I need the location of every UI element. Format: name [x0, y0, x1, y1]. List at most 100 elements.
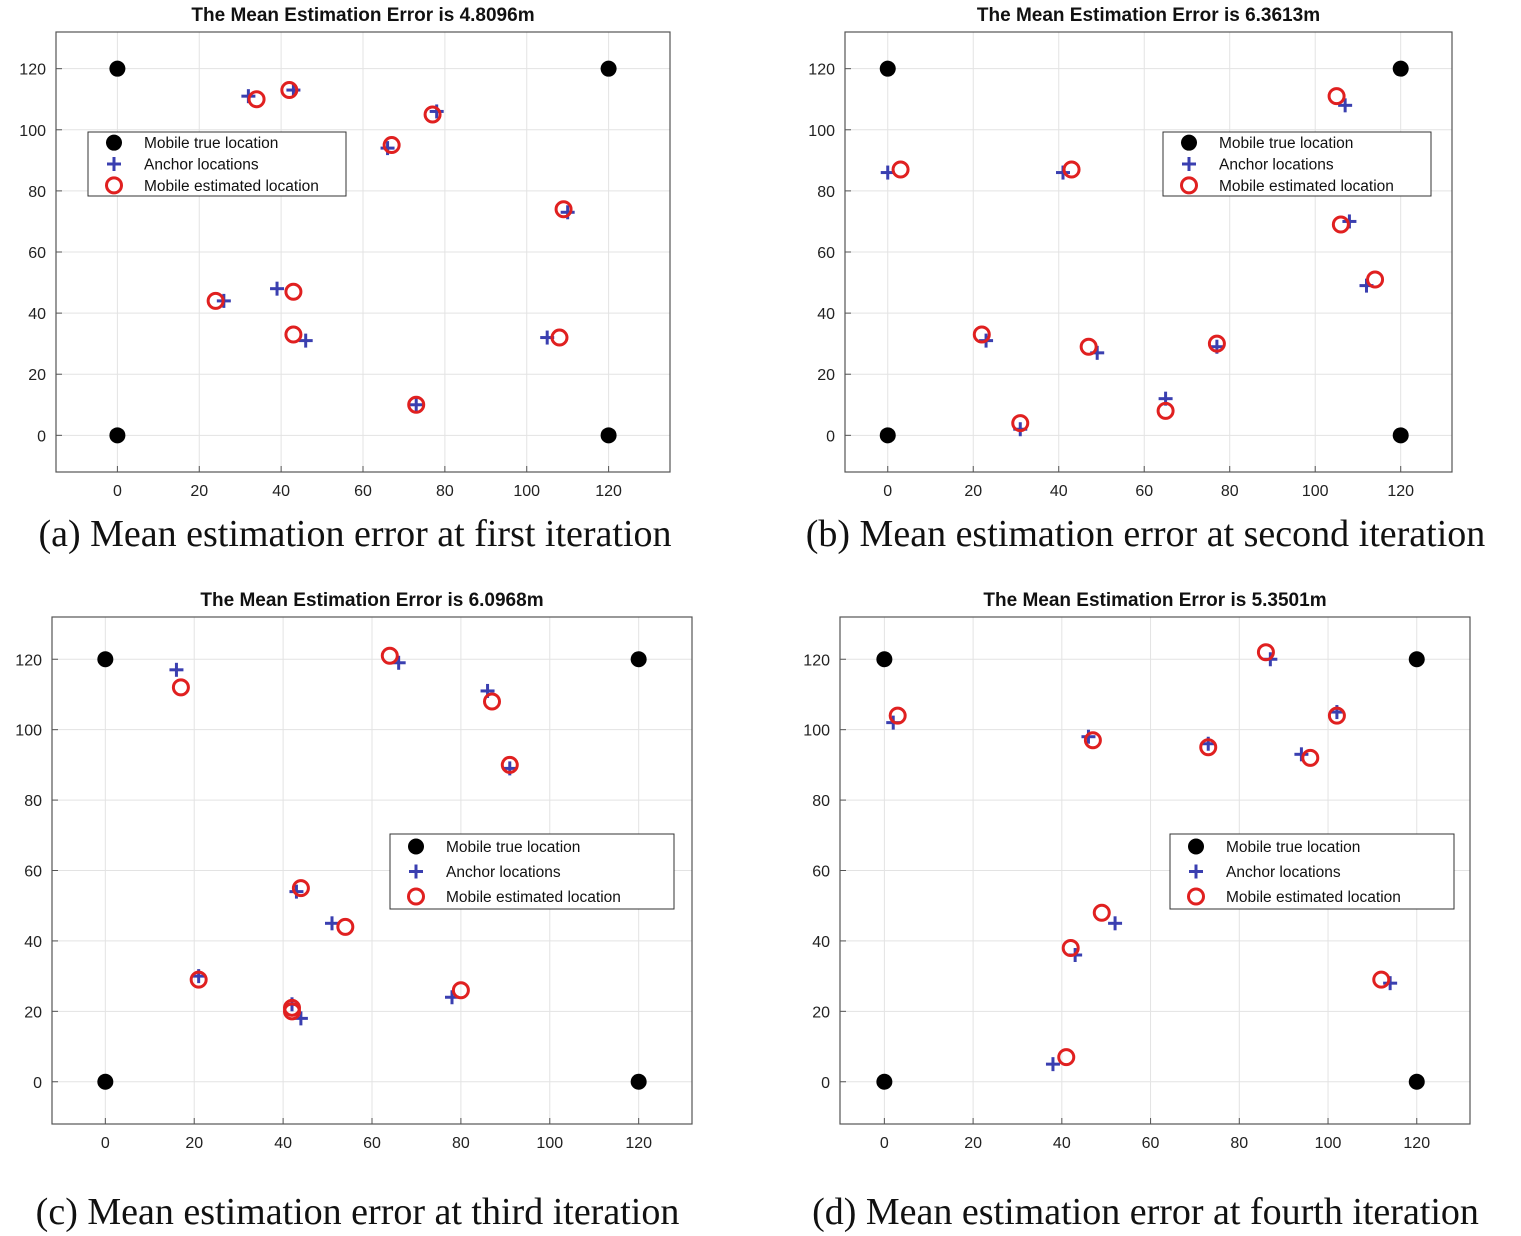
- legend-label-mobile: Mobile true location: [1226, 839, 1360, 856]
- x-tick-label: 20: [964, 1135, 982, 1152]
- y-tick-label: 120: [15, 652, 42, 669]
- estimated-point: [1061, 938, 1080, 957]
- chart-d: The Mean Estimation Error is 5.3501m 0 20 4…: [803, 590, 1471, 1152]
- y-tick-label: 60: [817, 245, 835, 262]
- mobile-true-point: [600, 60, 617, 77]
- estimated-point: [1327, 706, 1346, 725]
- legend-label-anchor: Anchor locations: [1226, 864, 1341, 881]
- chart-c: The Mean Estimation Error is 6.0968m 0 20 4…: [15, 590, 693, 1152]
- estimated-point: [451, 981, 470, 1000]
- y-tick-label: 80: [24, 793, 42, 810]
- legend-box: [87, 131, 347, 197]
- estimated-point: [189, 970, 208, 989]
- data-points: [97, 646, 647, 1090]
- estimated-point: [284, 325, 303, 344]
- legend-estimated-icon: [1180, 176, 1198, 195]
- y-tick-label: 120: [808, 62, 835, 79]
- grid: [845, 32, 1452, 472]
- data-points: [879, 60, 1409, 444]
- caption-a: (a) Mean estimation error at first itera…: [38, 513, 672, 555]
- estimated-point: [1092, 903, 1111, 922]
- x-tick-label: 100: [1302, 483, 1329, 500]
- y-tick-label: 100: [803, 723, 830, 740]
- estimated-point: [1256, 643, 1275, 662]
- x-tick-label: 80: [1221, 483, 1239, 500]
- mobile-true-point: [1408, 1073, 1425, 1090]
- mobile-true-point: [879, 60, 896, 77]
- mobile-true-point: [1392, 427, 1409, 444]
- legend-label-anchor: Anchor locations: [144, 157, 259, 174]
- legend-label-estimated: Mobile estimated location: [1226, 889, 1401, 906]
- legend-label-mobile: Mobile true location: [1219, 135, 1353, 152]
- estimated-point: [284, 282, 303, 301]
- estimated-point: [500, 755, 519, 774]
- estimated-point: [891, 160, 910, 179]
- y-tick-label: 0: [821, 1075, 830, 1092]
- estimated-point: [247, 90, 266, 109]
- caption-c: (c) Mean estimation error at third itera…: [35, 1191, 680, 1233]
- chart-title: The Mean Estimation Error is 6.0968m: [200, 590, 543, 611]
- legend-box: [1169, 833, 1455, 910]
- legend-label-mobile: Mobile true location: [446, 839, 580, 856]
- anchor-point: [169, 662, 184, 677]
- chart-a: The Mean Estimation Error is 4.8096m 0 20 4…: [19, 5, 671, 500]
- mobile-true-point: [1408, 651, 1425, 668]
- estimated-point: [1331, 215, 1350, 234]
- estimated-point: [1301, 748, 1320, 767]
- estimated-point: [972, 325, 991, 344]
- estimated-point: [1062, 160, 1081, 179]
- y-tick-label: 60: [28, 245, 46, 262]
- x-tick-label: 80: [452, 1135, 470, 1152]
- x-tick-label: 0: [113, 483, 122, 500]
- mobile-true-point: [97, 1073, 114, 1090]
- y-tick-label: 60: [812, 864, 830, 881]
- y-tick-label: 100: [19, 123, 46, 140]
- legend-box: [389, 833, 675, 910]
- anchor-point: [289, 884, 304, 899]
- estimated-point: [283, 998, 301, 1017]
- x-tick-label: 0: [101, 1135, 110, 1152]
- mobile-true-point: [876, 1073, 893, 1090]
- estimated-point: [1199, 738, 1218, 757]
- estimated-point: [550, 328, 569, 347]
- legend-label-mobile: Mobile true location: [144, 135, 278, 152]
- legend-label-estimated: Mobile estimated location: [144, 178, 319, 195]
- estimated-point: [336, 917, 355, 936]
- estimated-point: [1057, 1048, 1076, 1067]
- x-tick-label: 40: [1050, 483, 1068, 500]
- legend-mobile-icon: [1188, 838, 1204, 855]
- x-tick-label: 100: [513, 483, 540, 500]
- y-tick-label: 20: [812, 1004, 830, 1021]
- anchor-point: [1045, 1057, 1060, 1072]
- x-tick-label: 60: [1142, 1135, 1160, 1152]
- mobile-true-point: [879, 427, 896, 444]
- y-tick-label: 0: [826, 428, 835, 445]
- legend: Mobile true location Anchor locations Mobi…: [1169, 833, 1455, 910]
- mobile-true-point: [600, 427, 617, 444]
- estimated-point: [1372, 970, 1391, 989]
- legend-mobile-icon: [408, 838, 424, 855]
- y-tick-label: 40: [24, 934, 42, 951]
- chart-title: The Mean Estimation Error is 4.8096m: [191, 5, 534, 26]
- estimated-point: [171, 678, 190, 697]
- x-tick-label: 60: [354, 483, 372, 500]
- legend-label-anchor: Anchor locations: [446, 864, 561, 881]
- y-tick-label: 80: [28, 184, 46, 201]
- chart-title: The Mean Estimation Error is 5.3501m: [983, 590, 1326, 611]
- legend: Mobile true location Anchor locations Mobi…: [87, 131, 347, 197]
- x-tick-label: 120: [625, 1135, 652, 1152]
- y-tick-label: 40: [817, 306, 835, 323]
- x-tick-label: 120: [1403, 1135, 1430, 1152]
- legend-anchor-icon: [409, 864, 423, 879]
- legend: Mobile true location Anchor locations Mobi…: [389, 833, 675, 910]
- caption-b: (b) Mean estimation error at second iter…: [805, 513, 1486, 555]
- x-tick-label: 120: [1387, 483, 1414, 500]
- estimated-point: [888, 706, 907, 725]
- x-tick-label: 20: [964, 483, 982, 500]
- mobile-true-point: [97, 651, 114, 668]
- estimated-point: [483, 692, 501, 711]
- legend-anchor-icon: [1182, 157, 1196, 171]
- mobile-true-point: [1392, 60, 1409, 77]
- legend-label-estimated: Mobile estimated location: [1219, 178, 1394, 195]
- y-tick-label: 40: [812, 934, 830, 951]
